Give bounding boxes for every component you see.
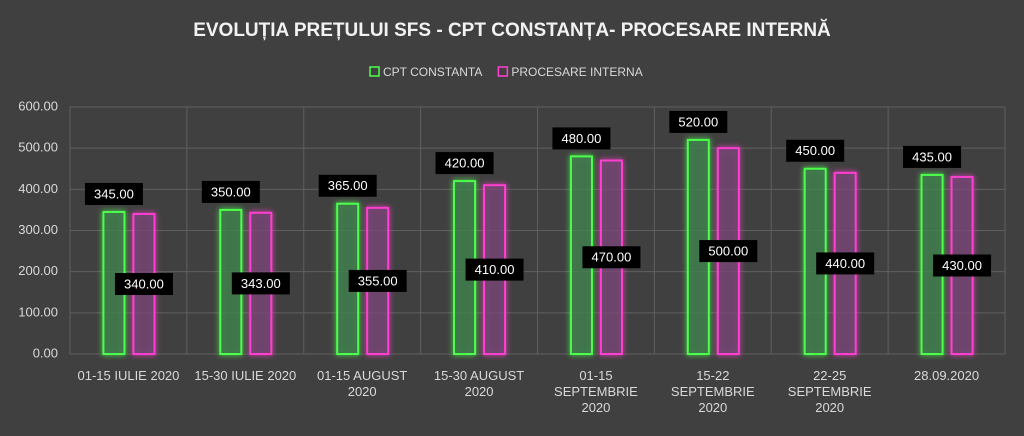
data-label-box <box>318 174 377 197</box>
y-tick-label: 500.00 <box>18 140 58 155</box>
data-label: 520.00 <box>678 114 718 129</box>
data-label: 435.00 <box>912 149 952 164</box>
data-label-box <box>903 145 962 168</box>
data-label-box <box>84 182 143 205</box>
y-tick-label: 300.00 <box>18 222 58 237</box>
data-label-box <box>465 258 524 281</box>
data-label-box <box>699 240 758 263</box>
y-tick-label: 400.00 <box>18 181 58 196</box>
legend-swatch <box>369 66 380 77</box>
data-label: 420.00 <box>445 156 485 171</box>
data-label-box <box>933 254 992 277</box>
data-label: 350.00 <box>211 184 251 199</box>
data-label: 430.00 <box>942 258 982 273</box>
y-tick-label: 600.00 <box>18 98 58 113</box>
legend-label: PROCESARE INTERNA <box>511 65 642 79</box>
data-label: 480.00 <box>562 131 602 146</box>
data-label-box <box>552 127 611 150</box>
x-tick-label: 15-30 AUGUST 2020 <box>433 368 525 399</box>
data-label-box <box>582 246 641 269</box>
x-tick-label: 01-15 IULIE 2020 <box>77 368 180 383</box>
data-label: 355.00 <box>358 273 398 288</box>
data-label: 500.00 <box>708 244 748 259</box>
x-tick-label: 01-15 SEPTEMBRIE 2020 <box>554 368 638 415</box>
data-label: 345.00 <box>94 186 134 201</box>
data-label-box <box>816 252 875 275</box>
y-tick-label: 100.00 <box>18 304 58 319</box>
data-label: 410.00 <box>475 262 515 277</box>
data-label-box <box>201 180 260 203</box>
y-tick-label: 0.00 <box>33 345 58 360</box>
data-label: 470.00 <box>592 250 632 265</box>
data-label-box <box>435 152 494 175</box>
data-label: 343.00 <box>241 276 281 291</box>
x-tick-label: 22-25 SEPTEMBRIE 2020 <box>787 368 872 415</box>
data-label: 450.00 <box>795 143 835 158</box>
data-label: 365.00 <box>328 178 368 193</box>
x-tick-label: 15-30 IULIE 2020 <box>194 368 297 383</box>
data-label-box <box>669 110 728 133</box>
data-label: 440.00 <box>825 256 865 271</box>
data-label: 340.00 <box>124 276 164 291</box>
chart-title: EVOLUȚIA PREȚULUI SFS - CPT CONSTANȚA- P… <box>193 19 831 41</box>
data-label-box <box>231 272 290 295</box>
legend-swatch <box>497 66 509 77</box>
y-tick-label: 200.00 <box>18 263 58 278</box>
legend-label: CPT CONSTANTA <box>383 65 482 79</box>
x-tick-label: 01-15 AUGUST 2020 <box>317 368 408 399</box>
x-tick-label: 15-22 SEPTEMBRIE 2020 <box>670 368 755 415</box>
data-label-box <box>348 269 407 292</box>
x-tick-label: 28.09.2020 <box>914 368 980 383</box>
data-label-box <box>786 139 845 162</box>
data-label-box <box>114 273 173 296</box>
